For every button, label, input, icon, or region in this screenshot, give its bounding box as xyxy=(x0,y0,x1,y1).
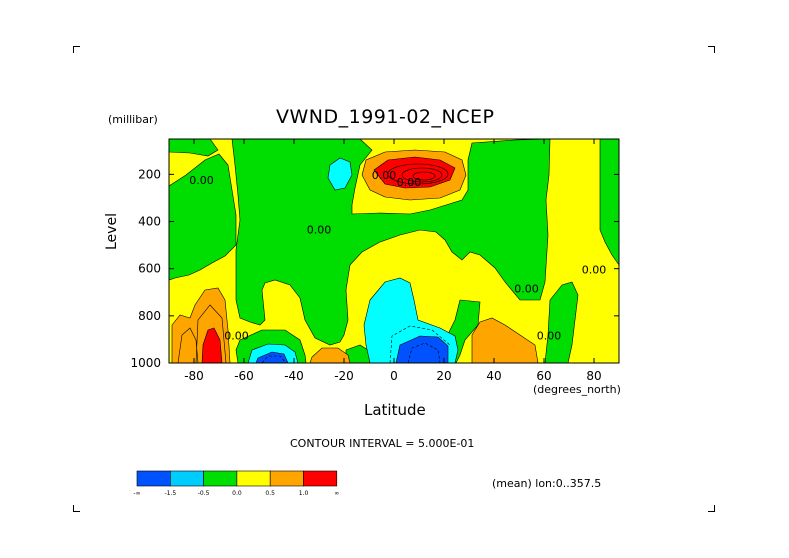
y-tick-label: 800 xyxy=(138,309,161,323)
y-axis-units: (millibar) xyxy=(108,113,158,126)
corner-mark-bottom-right xyxy=(708,505,715,512)
contour-interval-text: CONTOUR INTERVAL = 5.000E-01 xyxy=(290,437,475,450)
y-tick-label: 400 xyxy=(138,215,161,229)
field-green-region xyxy=(231,139,551,346)
legend-label: 1.0 xyxy=(299,490,309,497)
x-tick-label: 80 xyxy=(586,369,601,383)
legend-swatch xyxy=(269,470,304,487)
y-axis-ticks: 200 400 600 800 1000 xyxy=(130,167,619,370)
y-tick-label: 200 xyxy=(138,167,161,181)
field-blue-region xyxy=(395,335,449,363)
contour-label: 0.00 xyxy=(189,174,214,187)
corner-mark-top-right xyxy=(708,46,715,53)
y-tick-label: 600 xyxy=(138,262,161,276)
contour-label: 0.00 xyxy=(514,282,539,295)
chart-title: VWND_1991-02_NCEP xyxy=(276,106,495,128)
field-green-region xyxy=(169,139,219,157)
x-tick-label: -80 xyxy=(184,369,204,383)
y-tick-label: 1000 xyxy=(130,356,161,370)
legend-swatch xyxy=(303,470,338,487)
legend-label: ∞ xyxy=(334,490,339,497)
field-green-region xyxy=(599,139,619,266)
field-orange-region xyxy=(309,347,351,363)
field-cyan-region xyxy=(327,157,353,191)
x-tick-label: 60 xyxy=(536,369,551,383)
x-axis-units: (degrees_north) xyxy=(533,383,621,396)
color-legend: -∞ -1.5 -0.5 0.0 0.5 1.0 ∞ xyxy=(133,470,339,497)
mean-annotation: (mean) lon:0..357.5 xyxy=(492,477,602,490)
contour-value-labels: 0.000.000.000.000.000.000.000.00 xyxy=(189,169,606,342)
contour-label: 0.00 xyxy=(307,223,332,236)
x-axis-label: Latitude xyxy=(364,401,426,419)
x-tick-label: -40 xyxy=(284,369,304,383)
x-axis-ticks: -80 -60 -40 -20 0 20 40 60 80 xyxy=(184,139,602,383)
legend-swatch xyxy=(236,470,271,487)
field-green-region xyxy=(169,153,237,281)
contour-fields xyxy=(169,139,619,363)
x-tick-label: 40 xyxy=(486,369,501,383)
legend-label: -0.5 xyxy=(198,490,210,497)
contour-label: 0.00 xyxy=(224,329,249,342)
legend-label: 0.0 xyxy=(232,490,242,497)
contour-label: 0.00 xyxy=(582,263,607,276)
contour-lines xyxy=(177,163,451,363)
field-green-region xyxy=(544,281,579,363)
x-tick-label: 0 xyxy=(390,369,398,383)
legend-swatch xyxy=(170,470,204,487)
field-blue-region xyxy=(255,351,289,363)
legend-label: 0.5 xyxy=(265,490,275,497)
contour-label: 0.00 xyxy=(537,329,562,342)
corner-mark-top-left xyxy=(73,46,80,53)
field-orange-region xyxy=(471,317,539,363)
legend-swatch xyxy=(203,470,238,487)
corner-mark-bottom-left xyxy=(73,505,80,512)
legend-label: -∞ xyxy=(133,490,140,497)
field-red-region xyxy=(201,327,223,363)
x-tick-label: -20 xyxy=(334,369,354,383)
x-tick-label: -60 xyxy=(234,369,254,383)
legend-swatch xyxy=(136,470,171,487)
contour-label: 0.00 xyxy=(397,176,422,189)
x-tick-label: 20 xyxy=(436,369,451,383)
contour-label: 0.00 xyxy=(372,169,397,182)
legend-label: -1.5 xyxy=(164,490,176,497)
